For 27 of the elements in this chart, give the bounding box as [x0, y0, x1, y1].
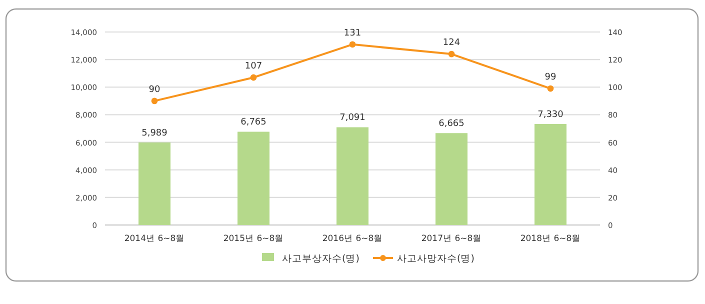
data-label: 5,989 [142, 128, 168, 138]
data-label: 99 [544, 72, 556, 83]
point [448, 50, 455, 58]
data-label: 6,765 [240, 118, 266, 128]
data-label: 6,665 [438, 119, 464, 130]
point [349, 41, 356, 48]
bar [336, 127, 368, 225]
x-tick-label: 2014년 6~8월 [124, 234, 185, 244]
legend-label: 사고부상자수(명) [282, 254, 360, 264]
point [250, 74, 257, 81]
bar [138, 142, 170, 225]
data-label: 107 [244, 61, 262, 72]
bar [436, 133, 468, 225]
point [151, 98, 158, 104]
point [547, 85, 554, 92]
data-label: 131 [344, 28, 362, 38]
bar [238, 132, 270, 225]
data-label: 124 [442, 38, 460, 48]
x-tick-label: 2015년 6~8월 [223, 234, 284, 244]
x-tick-label: 2018년 6~8월 [520, 234, 581, 244]
data-label: 90 [148, 84, 160, 95]
legend-label: 사고사망자수(명) [397, 254, 474, 264]
x-tick-label: 2016년 6~8월 [322, 234, 383, 244]
data-label: 7,330 [538, 110, 564, 120]
x-tick-label: 2017년 6~8월 [421, 234, 482, 244]
data-label: 7,091 [340, 113, 366, 124]
bar [534, 124, 566, 225]
